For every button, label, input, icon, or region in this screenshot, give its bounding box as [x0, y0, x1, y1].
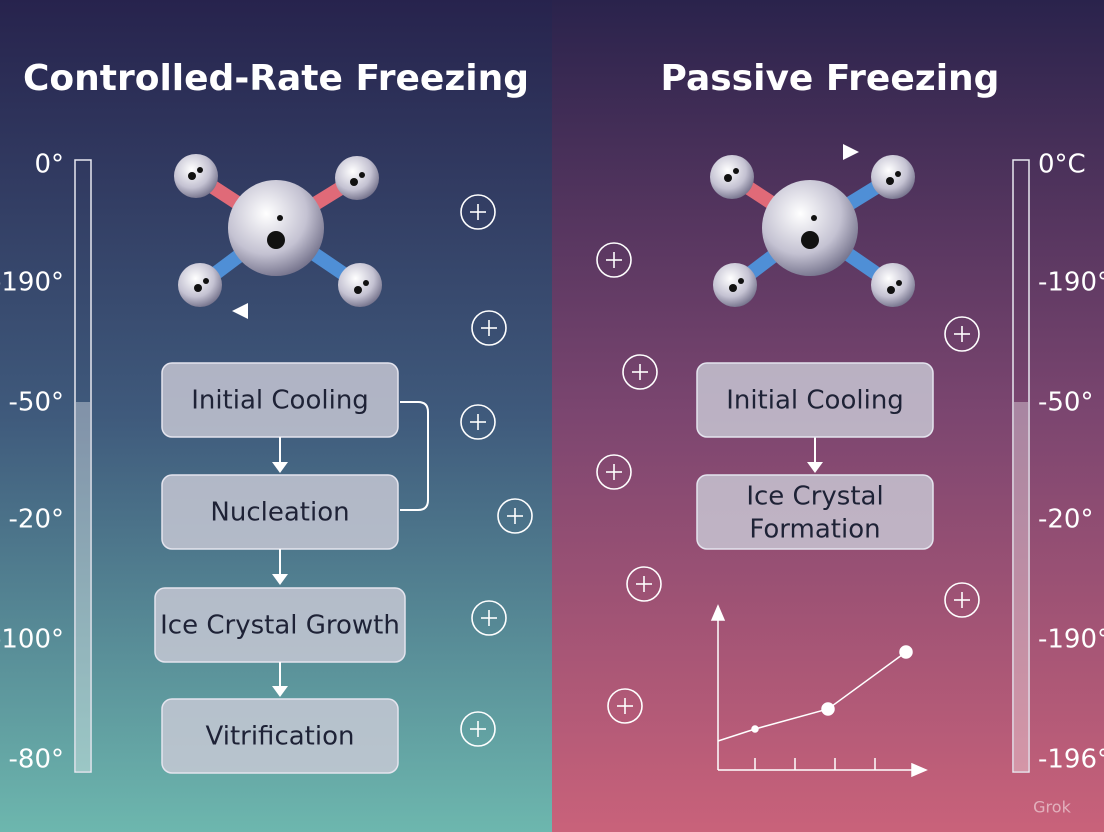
plus-icon [944, 316, 980, 352]
plus-icon [622, 354, 658, 390]
plus-icon [460, 711, 496, 747]
plus-icon [497, 498, 533, 534]
plus-icon [944, 582, 980, 618]
plus-icon [607, 688, 643, 724]
step-label: Vitrification [206, 722, 355, 752]
plus-icon [460, 194, 496, 230]
step-label: Ice Crystal Growth [160, 611, 400, 641]
scale-label: 0° [34, 150, 64, 180]
left-title: Controlled-Rate Freezing [23, 58, 529, 99]
thermometer [74, 159, 92, 773]
right-title: Passive Freezing [661, 58, 1000, 99]
plus-icon [626, 566, 662, 602]
step-label: Initial Cooling [191, 386, 369, 416]
step-label: Initial Cooling [726, 386, 904, 416]
scale-label: -20° [1038, 505, 1093, 535]
scale-label: -196° [1038, 745, 1104, 775]
step-label: Ice Crystal [746, 482, 883, 512]
flow-arrows [272, 401, 823, 697]
thermometer-fill [1014, 402, 1028, 771]
step-box [696, 362, 934, 438]
plus-icon [596, 242, 632, 278]
molecule-left [174, 154, 382, 319]
step-box [696, 474, 934, 550]
thermometer [1012, 159, 1030, 773]
scale-label: -190° [1038, 625, 1104, 655]
thermometer-fill [76, 402, 90, 771]
step-label: Formation [749, 515, 880, 545]
scale-label: -80° [9, 745, 64, 775]
mini-chart [710, 604, 928, 778]
plus-icon [471, 600, 507, 636]
scale-label: -50° [1038, 388, 1093, 418]
scale-label: -100° [0, 625, 64, 655]
step-box [161, 698, 399, 774]
scale-label: -190° [1038, 268, 1104, 298]
plus-icon [596, 454, 632, 490]
molecule-right [710, 144, 915, 307]
plus-icon [471, 310, 507, 346]
plus-icon [460, 404, 496, 440]
step-label: Nucleation [210, 498, 349, 528]
watermark: Grok [1033, 798, 1071, 817]
scale-label: 0°C [1038, 150, 1086, 180]
scale-label: -190° [0, 268, 64, 298]
scale-label: -20° [9, 505, 64, 535]
scale-label: -50° [9, 388, 64, 418]
